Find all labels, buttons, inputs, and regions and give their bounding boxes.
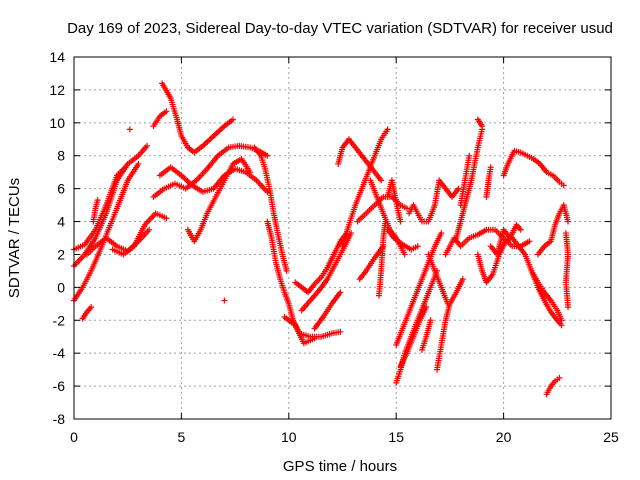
y-tick-label: 10 [49,115,65,131]
x-tick-label: 15 [388,429,404,445]
data-point [94,197,101,204]
x-tick-label: 20 [496,429,512,445]
y-tick-label: 8 [57,148,65,164]
data-point [337,328,344,335]
plot-border [73,56,612,420]
data-point [88,304,95,311]
data-point [384,126,391,133]
x-axis-label: GPS time / hours [283,458,397,475]
data-point [403,205,410,212]
data-point [427,317,434,324]
data-point [146,226,153,233]
y-tick-label: 2 [57,246,65,262]
y-tick-label: 14 [49,49,65,65]
data-point [247,169,254,176]
data-point [459,276,466,283]
y-tick-label: -8 [53,411,66,427]
axis-ticks [73,56,612,420]
data-point [455,185,462,192]
data-point [556,374,563,381]
chart-title: Day 169 of 2023, Sidereal Day-to-day VTE… [67,20,613,37]
y-tick-label: 12 [49,82,65,98]
data-point [229,116,236,123]
data-point [479,123,486,130]
data-point [264,152,271,159]
data-point [163,108,170,115]
data-points [71,80,572,398]
y-tick-label: 0 [57,279,65,295]
x-tick-label: 25 [603,429,619,445]
x-tick-label: 0 [70,429,78,445]
data-point [466,152,473,159]
data-point [558,317,565,324]
y-tick-label: 6 [57,181,65,197]
y-tick-label: -6 [53,378,66,394]
y-axis-label: SDTVAR / TECUs [6,178,23,298]
data-point [382,218,389,225]
data-point [378,177,385,184]
data-point [163,215,170,222]
x-tick-label: 5 [178,429,186,445]
data-point [122,164,129,171]
data-point [565,218,572,225]
data-point [565,304,572,311]
data-point [126,126,133,133]
data-point [311,335,318,342]
data-point [397,218,404,225]
data-point [144,142,151,149]
y-tick-label: -4 [53,345,66,361]
y-tick-label: 4 [57,214,65,230]
data-point [526,238,533,245]
data-point [221,297,228,304]
data-point [283,267,290,274]
data-point [487,164,494,171]
data-point [560,182,567,189]
x-tick-labels: 0 5 10 15 20 25 [70,429,619,445]
x-tick-label: 10 [281,429,297,445]
data-point [414,243,421,250]
data-point [517,226,524,233]
data-point [337,289,344,296]
y-tick-labels: -8 -6 -4 -2 0 2 4 6 8 10 12 14 [49,49,65,427]
y-tick-label: -2 [53,312,66,328]
data-point [444,300,451,307]
data-point [401,251,408,258]
data-point [438,230,445,237]
data-point [423,304,430,311]
data-point [135,160,142,167]
